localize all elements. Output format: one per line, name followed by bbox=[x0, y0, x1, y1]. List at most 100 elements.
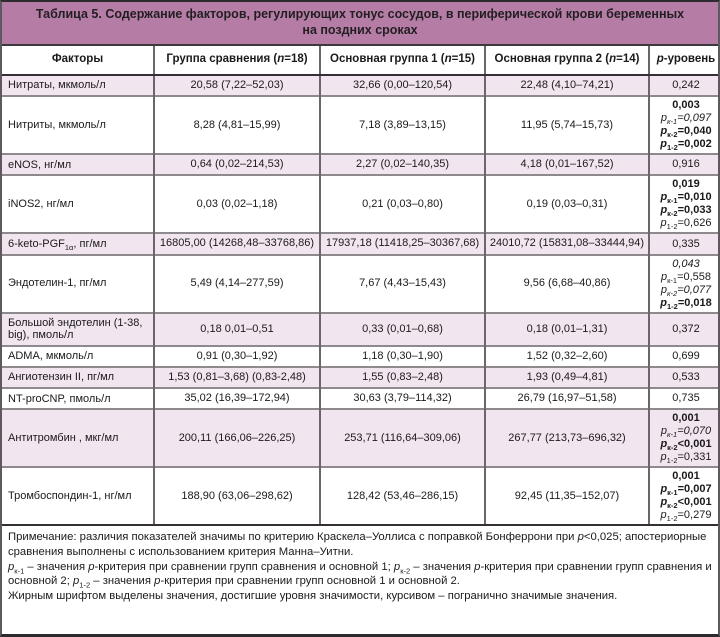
p-level-cell: 0,533 bbox=[648, 367, 718, 389]
table-footnotes: Примечание: различия показателей значимы… bbox=[2, 524, 718, 609]
table-row: Эндотелин-1, пг/мл 5,49 (4,14–277,59) 7,67… bbox=[2, 254, 718, 313]
value-cell: 128,42 (53,46–286,15) bbox=[319, 467, 485, 525]
p-value-line: 0,735 bbox=[672, 392, 700, 405]
value-cell: 0,18 (0,01–1,31) bbox=[484, 312, 649, 346]
column-header: Основная группа 2 (n=14) bbox=[484, 46, 649, 77]
p-value-line: 0,019 bbox=[672, 178, 700, 191]
data-table: Факторы Группа сравнения (n=18) Основная г… bbox=[2, 46, 718, 525]
value-cell: 20,58 (7,22–52,03) bbox=[153, 75, 320, 97]
p-value-line: pк-2<0,001 bbox=[660, 496, 712, 511]
table-row: Антитромбин , мкг/мл 200,11 (166,06–226,2… bbox=[2, 409, 718, 468]
p-value-line: 0,242 bbox=[672, 79, 700, 92]
factor-cell: Большой эндотелин (1-38, big), пмоль/л bbox=[2, 312, 154, 346]
p-level-cell: 0,001 pк-1=0,007 pк-2<0,001 p1-2=0,279 bbox=[648, 467, 718, 525]
p-level-cell: 0,019 pк-1=0,010 pк-2=0,033 p1-2=0,626 bbox=[648, 175, 718, 234]
p-level-cell: 0,043 pк-1=0,558 pк-2=0,077 p1-2=0,018 bbox=[648, 254, 718, 313]
factor-cell: eNOS, нг/мл bbox=[2, 154, 154, 176]
table-row: NT-proCNP, пмоль/л 35,02 (16,39–172,94) 30… bbox=[2, 388, 718, 410]
value-cell: 22,48 (4,10–74,21) bbox=[484, 75, 649, 97]
table-title-text: Таблица 5. Содержание факторов, регулиру… bbox=[35, 7, 685, 37]
value-cell: 188,90 (63,06–298,62) bbox=[153, 467, 320, 525]
column-header: Основная группа 1 (n=15) bbox=[319, 46, 485, 77]
footnote: pк-1 – значения p-критерия при сравнении… bbox=[8, 560, 712, 590]
p-level-cell: 0,001 pк-1=0,070 pк-2<0,001 p1-2=0,331 bbox=[648, 409, 718, 468]
factor-cell: 6-keto-PGF1α, пг/мл bbox=[2, 233, 154, 255]
column-header: Факторы bbox=[2, 46, 154, 77]
p-value-line: 0,001 bbox=[672, 412, 700, 425]
value-cell: 32,66 (0,00–120,54) bbox=[319, 75, 485, 97]
p-value-line: pк-2=0,040 bbox=[660, 125, 712, 140]
value-cell: 7,67 (4,43–15,43) bbox=[319, 254, 485, 313]
table-row: Большой эндотелин (1-38, big), пмоль/л 0,… bbox=[2, 312, 718, 346]
p-level-cell: 0,735 bbox=[648, 388, 718, 410]
p-value-line: pк-1=0,558 bbox=[660, 270, 712, 285]
value-cell: 0,64 (0,02–214,53) bbox=[153, 154, 320, 176]
footnote: Жирным шрифтом выделены значения, достиг… bbox=[8, 590, 618, 603]
value-cell: 4,18 (0,01–167,52) bbox=[484, 154, 649, 176]
p-value-line: pк-1=0,007 bbox=[660, 483, 712, 498]
value-cell: 26,79 (16,97–51,58) bbox=[484, 388, 649, 410]
p-value-line: 0,699 bbox=[672, 349, 700, 362]
table-row: eNOS, нг/мл 0,64 (0,02–214,53) 2,27 (0,02–… bbox=[2, 154, 718, 176]
value-cell: 24010,72 (15831,08–33444,94) bbox=[484, 233, 649, 255]
value-cell: 253,71 (116,64–309,06) bbox=[319, 409, 485, 468]
column-header: Группа сравнения (n=18) bbox=[153, 46, 320, 77]
p-value-line: 0,372 bbox=[672, 322, 700, 335]
factor-cell: NT-proCNP, пмоль/л bbox=[8, 392, 111, 405]
column-header: p-уровень bbox=[648, 46, 718, 77]
value-cell: 16805,00 (14268,48–33768,86) bbox=[153, 233, 320, 255]
p-value-line: p1-2=0,002 bbox=[660, 138, 712, 153]
factor-cell: ADMA, мкмоль/л bbox=[8, 350, 94, 363]
table-body: Нитраты, мкмоль/л 20,58 (7,22–52,03) 32,66… bbox=[2, 75, 718, 525]
value-cell: 200,11 (166,06–226,25) bbox=[153, 409, 320, 468]
p-value-line: p1-2=0,018 bbox=[660, 296, 712, 311]
p-value-line: 0,003 bbox=[672, 99, 700, 112]
factor-cell: Нитраты, мкмоль/л bbox=[2, 75, 154, 97]
p-value-line: pк-2=0,033 bbox=[660, 204, 712, 219]
table-row: Нитриты, мкмоль/л 8,28 (4,81–15,99) 7,18 (… bbox=[2, 96, 718, 155]
p-level-cell: 0,003 pк-1=0,097 pк-2=0,040 p1-2=0,002 bbox=[648, 96, 718, 155]
value-cell: 1,53 (0,81–3,68) (0,83-2,48) bbox=[153, 367, 320, 389]
header-row: Факторы Группа сравнения (n=18) Основная г… bbox=[2, 46, 718, 77]
table-row: ADMA, мкмоль/л 0,91 (0,30–1,92) 1,18 (0,30… bbox=[2, 345, 718, 368]
p-value-line: pк-1=0,070 bbox=[660, 425, 712, 440]
value-cell: 1,55 (0,83–2,48) bbox=[319, 367, 485, 389]
value-cell: 1,18 (0,30–1,90) bbox=[319, 345, 485, 368]
p-value-line: 0,043 bbox=[672, 257, 700, 270]
factor-cell: Ангиотензин II, пг/мл bbox=[2, 367, 154, 389]
value-cell: 92,45 (11,35–152,07) bbox=[484, 467, 649, 525]
value-cell: 2,27 (0,02–140,35) bbox=[319, 154, 485, 176]
value-cell: 1,93 (0,49–4,81) bbox=[484, 367, 649, 389]
p-level-cell: 0,372 bbox=[648, 312, 718, 346]
value-cell: 1,52 (0,32–2,60) bbox=[484, 345, 649, 368]
p-value-line: pк-2<0,001 bbox=[660, 438, 712, 453]
p-level-cell: 0,242 bbox=[648, 75, 718, 97]
table-row: Тромбоспондин-1, нг/мл 188,90 (63,06–298,… bbox=[2, 467, 718, 525]
table-row: Ангиотензин II, пг/мл 1,53 (0,81–3,68) (0… bbox=[2, 367, 718, 389]
p-value-line: pк-1=0,010 bbox=[660, 191, 712, 206]
value-cell: 7,18 (3,89–13,15) bbox=[319, 96, 485, 155]
value-cell: 267,77 (213,73–696,32) bbox=[484, 409, 649, 468]
value-cell: 35,02 (16,39–172,94) bbox=[153, 388, 320, 410]
factor-cell: Нитриты, мкмоль/л bbox=[8, 118, 106, 131]
value-cell: 0,33 (0,01–0,68) bbox=[319, 312, 485, 346]
table-header: Факторы Группа сравнения (n=18) Основная г… bbox=[2, 46, 718, 77]
p-value-line: 0,335 bbox=[672, 237, 700, 250]
table-row: 6-keto-PGF1α, пг/мл 16805,00 (14268,48–33… bbox=[2, 233, 718, 255]
p-value-line: p1-2=0,331 bbox=[660, 451, 712, 466]
p-value-line: pк-2=0,077 bbox=[660, 283, 712, 298]
value-cell: 9,56 (6,68–40,86) bbox=[484, 254, 649, 313]
value-cell: 0,21 (0,03–0,80) bbox=[319, 175, 485, 234]
value-cell: 30,63 (3,79–114,32) bbox=[319, 388, 485, 410]
p-value-line: 0,916 bbox=[672, 158, 700, 171]
p-value-line: 0,001 bbox=[672, 470, 700, 483]
table-title: Таблица 5. Содержание факторов, регулиру… bbox=[2, 2, 718, 47]
value-cell: 0,91 (0,30–1,92) bbox=[153, 345, 320, 368]
table-row: iNOS2, нг/мл 0,03 (0,02–1,18) 0,21 (0,03–0… bbox=[2, 175, 718, 234]
table-row: Нитраты, мкмоль/л 20,58 (7,22–52,03) 32,66… bbox=[2, 75, 718, 97]
factor-cell: Антитромбин , мкг/мл bbox=[2, 409, 154, 468]
value-cell: 0,19 (0,03–0,31) bbox=[484, 175, 649, 234]
p-level-cell: 0,335 bbox=[648, 233, 718, 255]
factor-cell: Эндотелин-1, пг/мл bbox=[8, 277, 107, 290]
